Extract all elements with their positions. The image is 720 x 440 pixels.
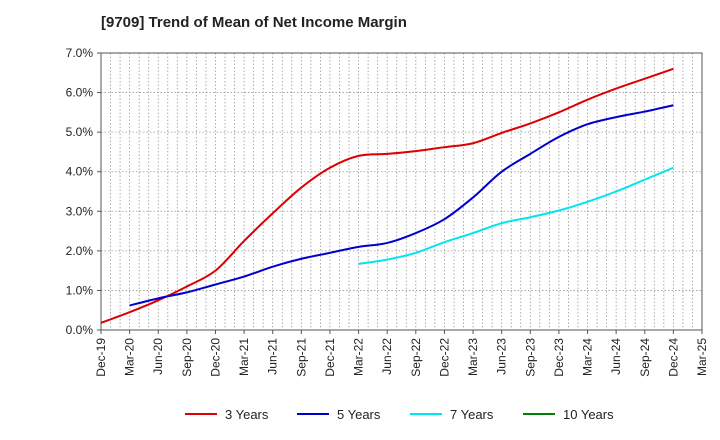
x-tick-label: Jun-21: [266, 338, 280, 375]
x-tick-label: Sep-23: [523, 338, 537, 377]
series-lines: [100, 67, 674, 324]
x-tick-label: Dec-22: [437, 338, 451, 377]
x-tick-label: Jun-24: [609, 338, 623, 375]
y-tick-label: 6.0%: [66, 86, 94, 100]
axes: 0.0% 1.0% 2.0% 3.0% 4.0% 5.0% 6.0% 7.0% Dec-19 Ma…: [66, 46, 709, 377]
x-tick-label: Mar-25: [695, 338, 709, 376]
legend-label-7-years: 7 Years: [450, 407, 494, 422]
x-tick-label: Dec-24: [666, 338, 680, 377]
legend-label-3-years: 3 Years: [225, 407, 269, 422]
grid: [100, 52, 703, 331]
x-tick-label: Sep-22: [409, 338, 423, 377]
x-tick-label: Dec-20: [208, 338, 222, 377]
x-tick-label: Mar-20: [123, 338, 137, 376]
legend-label-5-years: 5 Years: [337, 407, 381, 422]
x-tick-label: Sep-20: [180, 338, 194, 377]
x-tick-label: Mar-21: [237, 338, 251, 376]
plot-area-border: [100, 52, 703, 331]
x-tick-label: Jun-20: [151, 338, 165, 375]
y-tick-label: 4.0%: [66, 165, 94, 179]
x-tick-label: Dec-23: [552, 338, 566, 377]
chart-title: [9709] Trend of Mean of Net Income Margi…: [101, 14, 407, 31]
y-tick-label: 5.0%: [66, 125, 94, 139]
y-tick-label: 2.0%: [66, 244, 94, 258]
x-tick-label: Jun-22: [380, 338, 394, 375]
x-tick-label: Mar-22: [352, 338, 366, 376]
y-tick-label: 7.0%: [66, 46, 94, 60]
x-tick-label: Dec-21: [323, 338, 337, 377]
legend: 3 Years 5 Years 7 Years 10 Years: [185, 407, 614, 422]
x-tick-label: Sep-21: [294, 338, 308, 377]
x-tick-label: Mar-23: [466, 338, 480, 376]
legend-label-10-years: 10 Years: [563, 407, 614, 422]
x-tick-label: Mar-24: [581, 338, 595, 376]
y-tick-label: 3.0%: [66, 204, 94, 218]
x-tick-label: Jun-23: [495, 338, 509, 375]
y-tick-label: 0.0%: [66, 323, 94, 337]
series-line-7-years: [358, 166, 674, 265]
series-line-5-years: [129, 104, 674, 307]
y-tick-label: 1.0%: [66, 283, 94, 297]
series-line-3-years: [100, 67, 674, 324]
x-tick-label: Sep-24: [638, 338, 652, 377]
x-tick-label: Dec-19: [94, 338, 108, 377]
